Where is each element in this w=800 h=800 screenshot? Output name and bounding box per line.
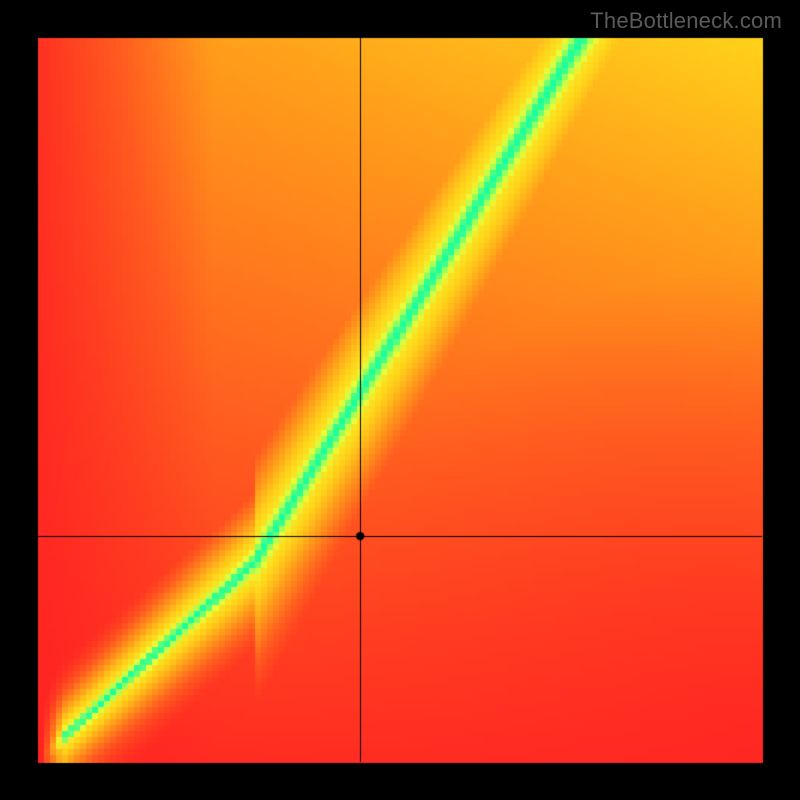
chart-container: { "watermark": "TheBottleneck.com", "can… — [0, 0, 800, 800]
bottleneck-heatmap — [0, 0, 800, 800]
watermark-text: TheBottleneck.com — [590, 8, 782, 34]
